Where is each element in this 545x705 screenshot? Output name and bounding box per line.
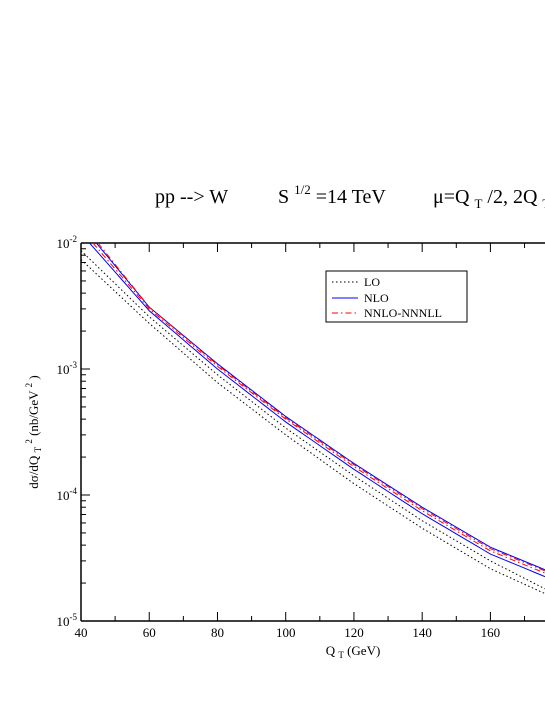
y-axis-label-pre: dσ/dQ <box>26 455 41 489</box>
title-scale-mid: /2, 2Q <box>487 186 538 208</box>
y-axis-label-close: ) <box>26 375 41 379</box>
title-energy-rest: =14 TeV <box>316 186 387 208</box>
x-tick-label: 80 <box>211 625 224 640</box>
title-energy-base: S <box>278 186 289 208</box>
legend: LO NLO NNLO-NNNLL <box>325 270 468 323</box>
y-tick-label: 10-3 <box>57 360 78 377</box>
y-axis-label-sub: T <box>33 446 43 452</box>
title-process: pp --> W <box>155 186 228 208</box>
x-tick-label: 100 <box>276 625 296 640</box>
y-axis-label-rest: (nb/GeV <box>26 390 41 436</box>
x-axis-label-rest: (GeV) <box>347 643 380 658</box>
chart-title: pp --> W S 1/2 =14 TeV μ=Q T /2, 2Q T <box>155 177 545 213</box>
x-tick-label: 160 <box>481 625 501 640</box>
series-line-lo-0 <box>80 259 545 595</box>
x-tick-label: 120 <box>344 625 364 640</box>
x-axis-label: Q T (GeV) <box>326 643 381 661</box>
y-axis-label-sup: 2 <box>24 439 34 444</box>
series-line-nlo-2 <box>89 242 545 578</box>
legend-label-lo: LO <box>364 275 380 289</box>
series-line-nnlo-nnnll-5 <box>97 242 545 572</box>
plot-frame <box>80 242 545 622</box>
series-line-lo-1 <box>80 250 545 590</box>
title-energy-sup: 1/2 <box>294 182 311 197</box>
x-axis-ticks: 40 60 80 100 120 140 160 <box>75 243 526 640</box>
y-axis-label-sup2: 2 <box>24 383 34 388</box>
x-axis-label-sub: T <box>338 650 344 660</box>
x-tick-label: 140 <box>412 625 432 640</box>
y-tick-label: 10-2 <box>57 234 78 251</box>
legend-label-nlo: NLO <box>364 291 389 305</box>
y-axis-ticks: 10-5 10-4 10-3 10-2 <box>57 234 90 629</box>
x-axis-label-base: Q <box>326 643 336 658</box>
series-line-nnlo-nnnll-4 <box>92 242 545 574</box>
y-tick-label: 10-5 <box>57 612 78 629</box>
title-scale-pre: μ=Q <box>433 186 470 208</box>
y-tick-label: 10-4 <box>57 486 78 503</box>
series-layer <box>80 242 545 595</box>
legend-label-nnlo-nnnll: NNLO-NNNLL <box>364 306 442 320</box>
title-scale-sub1: T <box>474 196 482 211</box>
title-scale-sub2: T <box>542 196 545 211</box>
series-line-nlo-3 <box>95 242 545 571</box>
x-tick-label: 40 <box>75 625 88 640</box>
x-tick-label: 60 <box>143 625 156 640</box>
y-axis-label: dσ/dQ T 2 (nb/GeV 2 ) <box>20 375 44 488</box>
